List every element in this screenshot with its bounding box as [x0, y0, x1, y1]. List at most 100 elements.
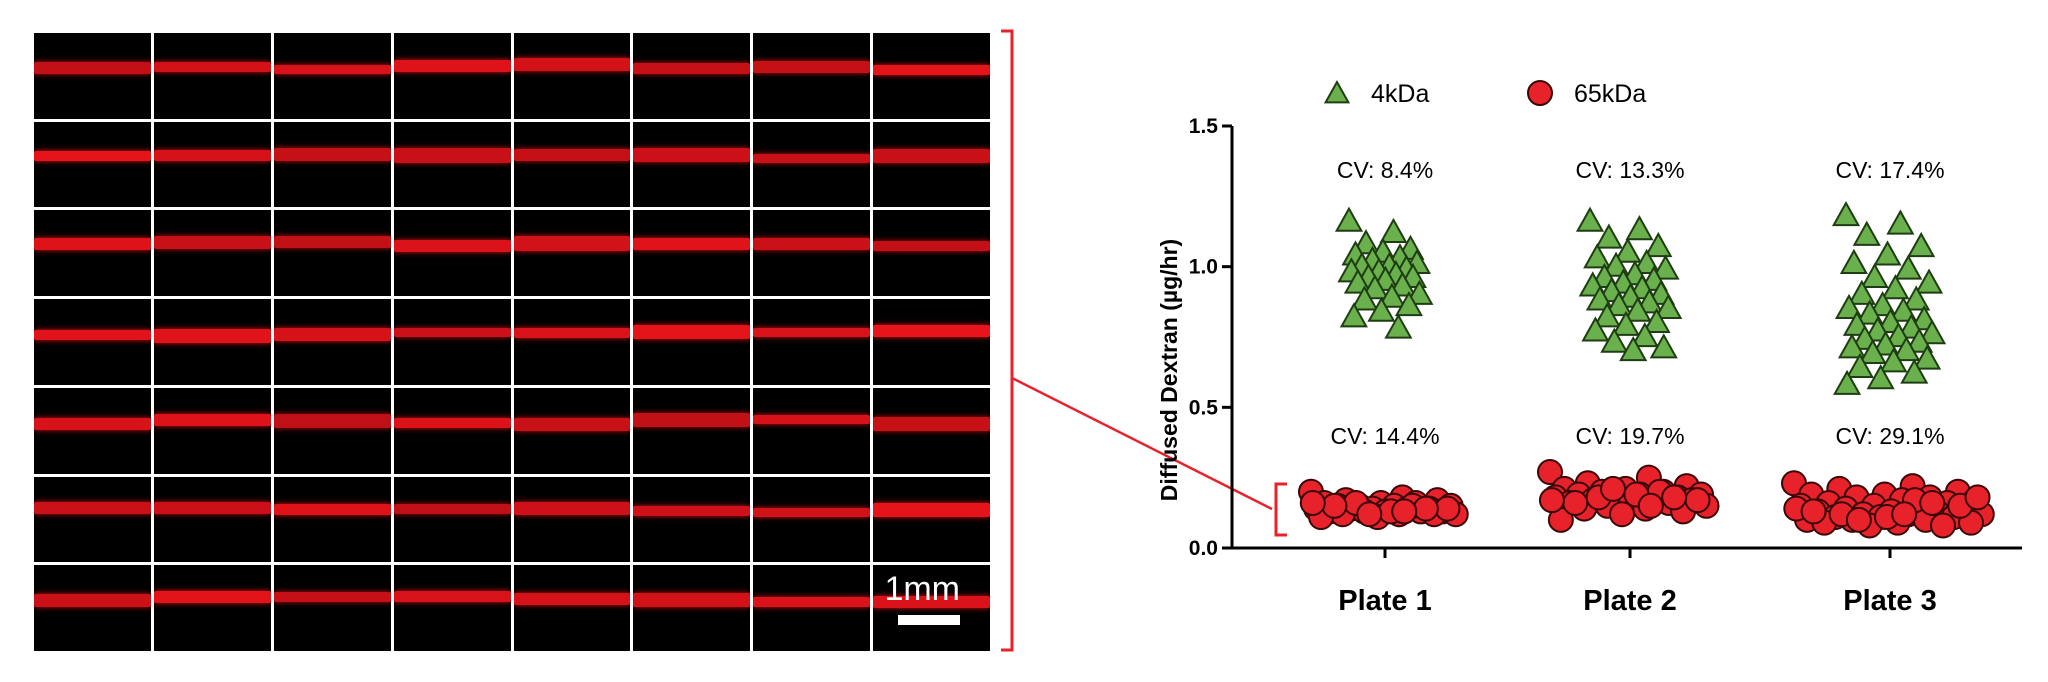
- channel-band: [393, 240, 511, 252]
- micrograph-tile: [873, 299, 990, 385]
- triangle-point-4kda: [1625, 215, 1654, 241]
- legend: 4kDa 65kDa: [1323, 79, 1646, 108]
- micrograph-tile: [513, 33, 631, 119]
- micrograph-tile: [633, 33, 751, 119]
- cv-label: CV: 14.4%: [1330, 423, 1439, 449]
- micrograph-tile: [393, 33, 511, 119]
- micrograph-tile: [273, 299, 391, 385]
- triangle-point-4kda: [1604, 291, 1633, 317]
- cv-labels: CV: 8.4% CV: 13.3% CV: 17.4% CV: 14.4% CV: 1…: [1330, 157, 1944, 449]
- channel-band: [633, 325, 751, 339]
- channel-band: [153, 150, 271, 161]
- channel-band: [753, 238, 871, 251]
- channel-band: [753, 597, 871, 607]
- triangle-point-4kda: [1834, 293, 1864, 319]
- micrograph-tile: [873, 210, 990, 297]
- circle-point-65kda: [1919, 489, 1946, 516]
- micrograph-tile: [34, 33, 151, 119]
- category-label: Plate 1: [1338, 585, 1432, 617]
- circle-point-65kda: [1562, 489, 1589, 516]
- micrograph-tile: [153, 33, 271, 119]
- triangle-point-4kda: [1845, 352, 1874, 379]
- triangle-point-4kda: [1839, 248, 1868, 274]
- triangle-point-4kda: [1902, 285, 1931, 311]
- channel-band: [273, 592, 391, 602]
- triangle-point-4kda: [1918, 319, 1947, 345]
- channel-band: [153, 502, 271, 515]
- circle-point-65kda: [1637, 492, 1664, 519]
- channel-band: [753, 153, 871, 164]
- channel-band: [513, 236, 631, 251]
- triangle-point-4kda: [1651, 254, 1680, 280]
- legend-label: 4kDa: [1371, 80, 1429, 108]
- triangle-point-4kda: [1868, 291, 1897, 317]
- channel-band: [34, 237, 151, 251]
- channel-band: [153, 61, 271, 73]
- triangle-point-4kda: [1367, 296, 1396, 322]
- triangle-point-4kda: [1339, 302, 1368, 328]
- triangle-point-4kda: [1886, 209, 1915, 235]
- micrograph-tile: [273, 210, 391, 297]
- triangle-point-4kda: [1858, 338, 1887, 364]
- triangle-point-4kda: [1611, 310, 1641, 336]
- triangle-point-4kda: [1905, 327, 1934, 353]
- micrograph-tile: [393, 299, 511, 385]
- data-points: [1298, 200, 1995, 539]
- micrograph-tile: [873, 565, 990, 651]
- channel-band: [873, 596, 990, 608]
- triangle-point-4kda: [1907, 231, 1936, 258]
- micrograph-tile: [273, 33, 391, 119]
- channel-band: [873, 417, 990, 432]
- channel-band: [633, 413, 751, 428]
- y-axis-label: Diffused Dextran (µg/hr): [1156, 239, 1182, 501]
- micrograph-tile: [153, 299, 271, 385]
- micrograph-tile: [34, 121, 151, 208]
- triangle-point-4kda: [1384, 313, 1413, 339]
- micrograph-tile: [753, 476, 871, 563]
- triangle-point-4kda: [1871, 330, 1900, 356]
- circle-point-65kda: [1391, 498, 1418, 525]
- channel-band: [873, 503, 990, 517]
- triangle-point-4kda: [1593, 302, 1622, 328]
- channel-band: [393, 148, 511, 164]
- triangle-point-4kda: [1613, 237, 1642, 263]
- micrograph-tile: [153, 121, 271, 208]
- channel-band: [633, 63, 751, 74]
- micrograph-tile: [153, 565, 271, 651]
- y-tick-label: 1.5: [1189, 115, 1219, 138]
- triangle-point-4kda: [1630, 321, 1659, 348]
- channel-band: [34, 502, 151, 515]
- channel-band: [393, 327, 511, 337]
- triangle-point-4kda: [1585, 285, 1614, 311]
- channel-band: [873, 240, 990, 252]
- triangle-point-4kda: [1583, 243, 1612, 269]
- tick-labels: 0.0 0.5 1.0 1.5: [1189, 115, 1219, 560]
- micrograph-tile: [873, 121, 990, 208]
- channel-band: [153, 236, 271, 249]
- micrograph-tile: [393, 476, 511, 563]
- channel-band: [513, 593, 631, 605]
- circle-point-65kda: [1356, 501, 1383, 528]
- channel-band: [753, 328, 871, 338]
- micrograph-tile: [273, 476, 391, 563]
- triangle-point-4kda: [1654, 293, 1683, 319]
- micrograph-tile: [873, 387, 990, 474]
- channel-band: [393, 503, 511, 514]
- channel-band: [513, 417, 631, 431]
- micrograph-tile: [34, 299, 151, 385]
- triangle-point-4kda: [1575, 206, 1605, 232]
- triangle-point-4kda: [1377, 282, 1406, 308]
- micrograph-tile: [513, 387, 631, 474]
- micrograph-tile: [34, 387, 151, 474]
- circle-point-65kda: [1600, 475, 1627, 502]
- triangle-point-4kda: [1873, 240, 1902, 266]
- triangle-point-4kda: [1900, 358, 1929, 384]
- triangle-point-4kda: [1334, 206, 1364, 232]
- circle-point-65kda: [1661, 484, 1688, 511]
- circle-point-65kda: [1845, 506, 1872, 533]
- micrograph-tile: [393, 565, 511, 651]
- micrograph-tile: [273, 565, 391, 651]
- micrograph-tile: [34, 565, 151, 651]
- triangle-point-4kda: [1894, 254, 1923, 280]
